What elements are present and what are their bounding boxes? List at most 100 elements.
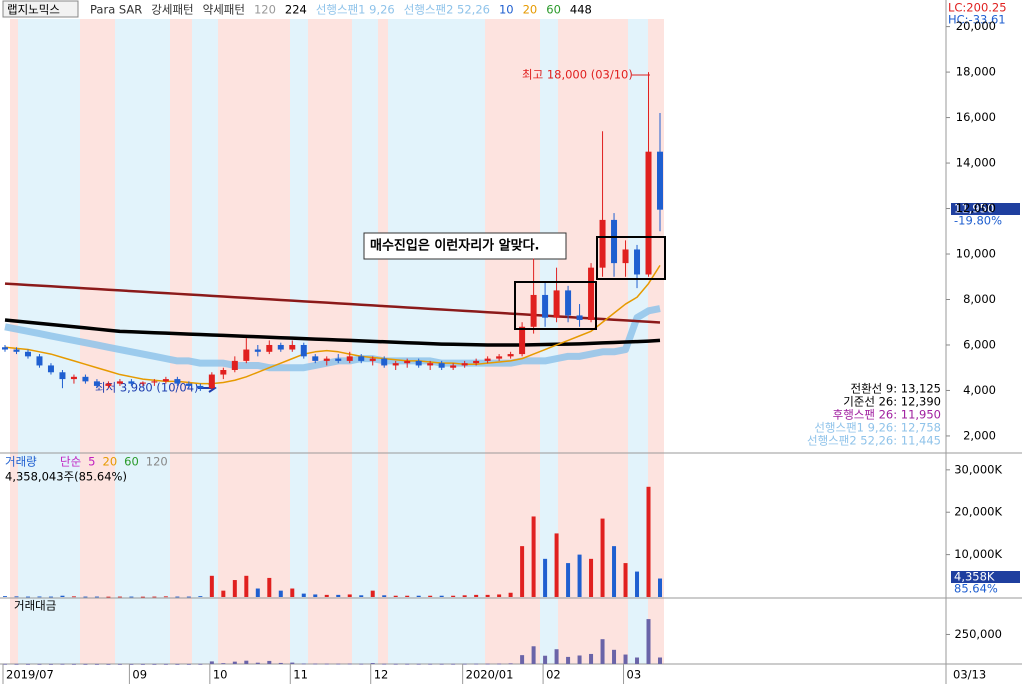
bar	[37, 596, 42, 598]
bar	[451, 663, 456, 665]
stock-box[interactable]	[2, 0, 79, 18]
candle-body	[565, 290, 572, 316]
candle-body	[484, 358, 491, 361]
y-tick-label: 10,000	[956, 247, 996, 261]
bar	[520, 655, 525, 664]
bar	[83, 596, 88, 598]
candle-body	[496, 356, 503, 359]
bar	[14, 596, 19, 598]
y-tick-label: 10,000K	[954, 547, 1002, 561]
bar	[60, 663, 65, 665]
bar	[255, 588, 260, 597]
bar	[600, 518, 605, 597]
candle-body	[519, 326, 526, 355]
bar	[117, 663, 122, 665]
pattern-bands	[10, 19, 664, 664]
bar	[267, 660, 272, 664]
indicator-line	[4, 305, 661, 372]
bar	[175, 596, 180, 598]
volume-title: 거래량	[5, 455, 37, 469]
bar	[94, 663, 99, 665]
comment-box	[363, 232, 567, 260]
indicator-line	[4, 318, 661, 347]
bar	[152, 663, 157, 665]
volume-box	[951, 571, 1020, 583]
bar	[554, 533, 559, 597]
bar	[163, 663, 168, 665]
change: -19.80%	[954, 214, 1002, 228]
bar	[485, 594, 490, 597]
bar	[140, 663, 145, 665]
bar	[221, 590, 226, 597]
candle-body	[36, 356, 43, 366]
bar	[290, 588, 295, 597]
bar	[25, 663, 30, 665]
volume-legend-item: 20	[103, 455, 118, 469]
candle-body	[82, 376, 89, 382]
bar	[646, 619, 651, 664]
x-tick-label: 11	[293, 668, 308, 682]
candle-body	[381, 358, 388, 366]
volume-last: 4,358K	[954, 570, 995, 584]
y-tick-label: 14,000	[956, 156, 996, 170]
lc: LC:200.25	[948, 1, 1007, 15]
bar	[48, 596, 53, 598]
bar	[635, 657, 640, 664]
bar	[497, 594, 502, 597]
bar	[497, 663, 502, 665]
indicator: 약세패턴	[203, 3, 245, 17]
bar	[543, 655, 548, 664]
bar	[221, 663, 226, 664]
candle-body	[208, 374, 215, 389]
x-tick-label: 12	[374, 668, 389, 682]
indicator: 선행스팬1 9,26	[316, 3, 395, 17]
bar	[589, 653, 594, 664]
candle-body	[404, 360, 411, 364]
candle-body	[93, 381, 100, 386]
x-tick-label: 10	[213, 668, 228, 682]
bar	[37, 663, 42, 665]
bar	[198, 596, 203, 597]
candle-body	[392, 363, 399, 366]
candle-body	[128, 381, 135, 384]
last-price: 11,950	[954, 202, 994, 216]
indicator: 224	[285, 3, 307, 17]
header-bg	[0, 0, 1022, 18]
indicator: 120	[254, 3, 276, 17]
bar	[382, 595, 387, 597]
bar	[405, 663, 410, 665]
bar	[508, 663, 513, 665]
y-tick-label: 20,000K	[954, 505, 1002, 519]
value-title: 거래대금	[14, 599, 56, 613]
bar	[232, 580, 237, 597]
bar	[531, 646, 536, 664]
candle-body	[415, 360, 422, 366]
bar	[278, 662, 283, 664]
bar	[3, 663, 7, 665]
candle-body	[70, 376, 77, 380]
indicator: 강세패턴	[151, 3, 193, 17]
candle-body	[369, 358, 376, 361]
bar	[278, 590, 283, 597]
bar	[244, 660, 249, 664]
bar	[152, 596, 157, 598]
candle-body	[243, 349, 250, 361]
candle-body	[185, 383, 192, 386]
candle-body	[588, 267, 595, 320]
candle-body	[358, 356, 365, 361]
comment: 매수진입은 이런자리가 알맞다.	[370, 238, 539, 254]
bar	[175, 663, 180, 665]
bar	[416, 595, 421, 597]
candle-body	[13, 349, 20, 352]
x-tick-label: 03	[627, 668, 642, 682]
bar	[428, 663, 433, 665]
bar	[209, 661, 214, 664]
bar	[393, 595, 398, 597]
candle-body	[599, 219, 606, 268]
bar	[462, 663, 467, 665]
candle-body	[105, 383, 112, 386]
bar	[370, 663, 375, 664]
candle-body	[139, 382, 146, 384]
y-tick-label: 250,000	[954, 627, 1002, 641]
